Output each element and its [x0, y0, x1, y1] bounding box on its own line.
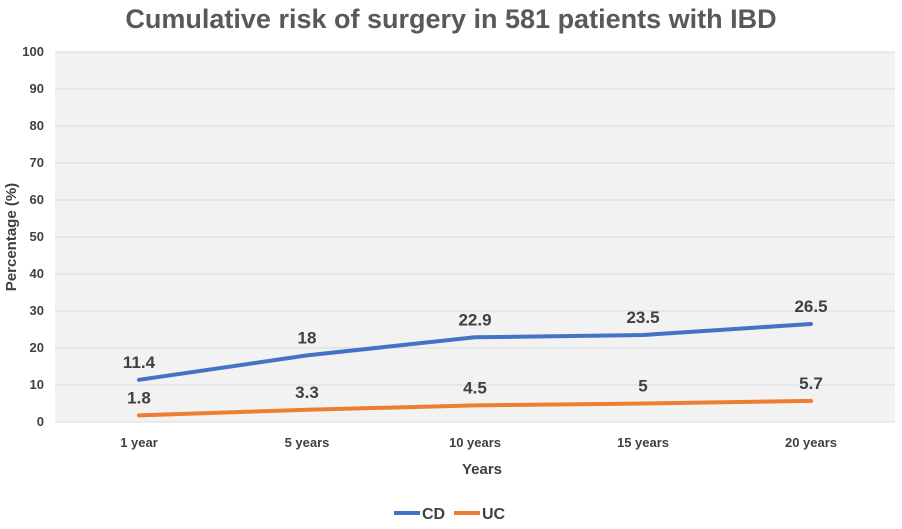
data-label: 5 — [638, 377, 647, 396]
y-tick-label: 30 — [30, 303, 44, 318]
data-label: 23.5 — [626, 308, 659, 327]
gridlines — [55, 51, 895, 423]
y-tick-label: 0 — [37, 414, 44, 429]
x-tick-label: 20 years — [785, 435, 837, 450]
series-line-cd — [137, 321, 813, 382]
y-axis-label: Percentage (%) — [3, 183, 20, 291]
data-label: 4.5 — [463, 378, 487, 397]
data-labels: 11.4 18 22.9 23.5 26.5 1.8 3.3 4.5 5 5.7 — [123, 297, 828, 407]
legend: CD UC — [394, 506, 506, 523]
x-tick-label: 15 years — [617, 435, 669, 450]
y-tick-label: 40 — [30, 266, 44, 281]
legend-label-cd: CD — [422, 506, 445, 523]
y-tick-label: 50 — [30, 229, 44, 244]
x-axis-ticks: 1 year 5 years 10 years 15 years 20 years — [120, 435, 837, 450]
data-label: 22.9 — [458, 310, 491, 329]
series-line-uc — [137, 398, 813, 418]
data-label: 18 — [298, 328, 317, 347]
chart-title: Cumulative risk of surgery in 581 patien… — [125, 4, 776, 34]
series-lines — [137, 321, 813, 418]
y-tick-label: 90 — [30, 81, 44, 96]
y-tick-label: 10 — [30, 377, 44, 392]
y-tick-label: 70 — [30, 155, 44, 170]
x-tick-label: 10 years — [449, 435, 501, 450]
x-axis-label: Years — [462, 461, 502, 478]
data-label: 11.4 — [123, 353, 156, 372]
x-tick-label: 5 years — [285, 435, 330, 450]
legend-label-uc: UC — [482, 506, 506, 523]
data-label: 3.3 — [295, 383, 319, 402]
y-tick-label: 80 — [30, 118, 44, 133]
y-tick-label: 60 — [30, 192, 44, 207]
x-tick-label: 1 year — [120, 435, 158, 450]
data-label: 5.7 — [799, 374, 823, 393]
y-tick-label: 100 — [22, 44, 44, 59]
data-label: 1.8 — [127, 388, 151, 407]
y-axis-ticks: 0 10 20 30 40 50 60 70 80 90 100 — [22, 44, 44, 429]
data-label: 26.5 — [794, 297, 827, 316]
y-tick-label: 20 — [30, 340, 44, 355]
